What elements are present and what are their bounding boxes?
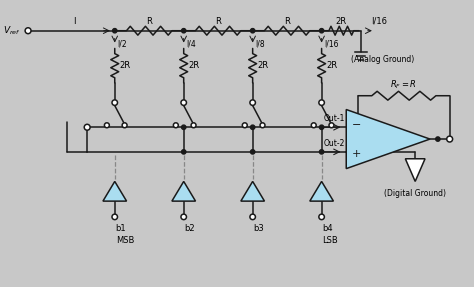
Circle shape	[113, 28, 117, 33]
Circle shape	[181, 100, 186, 105]
Text: I: I	[73, 17, 76, 26]
Circle shape	[319, 100, 324, 105]
Text: 2R: 2R	[119, 61, 131, 70]
Text: $R_F = R$: $R_F = R$	[391, 79, 417, 91]
Circle shape	[182, 150, 186, 154]
Text: 2R: 2R	[327, 61, 337, 70]
Circle shape	[250, 150, 255, 154]
Polygon shape	[172, 181, 196, 201]
Circle shape	[181, 214, 186, 220]
Circle shape	[319, 28, 324, 33]
Text: b4: b4	[323, 224, 333, 233]
Polygon shape	[103, 181, 127, 201]
Text: Out-2: Out-2	[324, 139, 345, 148]
Circle shape	[25, 28, 31, 34]
Text: b2: b2	[185, 224, 195, 233]
Circle shape	[319, 214, 324, 220]
Circle shape	[112, 100, 118, 105]
Text: I/16: I/16	[371, 17, 387, 26]
Text: +: +	[351, 149, 361, 159]
Text: R: R	[146, 17, 152, 26]
Text: b3: b3	[254, 224, 264, 233]
Text: R: R	[215, 17, 221, 26]
Polygon shape	[310, 181, 333, 201]
Text: I/16: I/16	[325, 40, 339, 49]
Circle shape	[182, 28, 186, 33]
Text: 2R: 2R	[336, 17, 347, 26]
Circle shape	[122, 123, 127, 128]
Circle shape	[250, 125, 255, 129]
Text: (Digital Ground): (Digital Ground)	[384, 189, 446, 198]
Text: I/4: I/4	[187, 40, 196, 49]
Circle shape	[319, 150, 324, 154]
Circle shape	[104, 123, 109, 128]
Circle shape	[112, 214, 118, 220]
Circle shape	[182, 125, 186, 129]
Circle shape	[250, 100, 255, 105]
Circle shape	[242, 123, 247, 128]
Text: 2R: 2R	[257, 61, 269, 70]
Text: 2R: 2R	[189, 61, 200, 70]
Circle shape	[447, 136, 453, 142]
Text: I/8: I/8	[255, 40, 265, 49]
Polygon shape	[346, 110, 430, 169]
Circle shape	[173, 123, 178, 128]
Text: LSB: LSB	[323, 236, 338, 245]
Circle shape	[250, 28, 255, 33]
Circle shape	[260, 123, 265, 128]
Text: −: −	[351, 120, 361, 130]
Text: b1: b1	[116, 224, 127, 233]
Circle shape	[84, 124, 90, 130]
Circle shape	[250, 214, 255, 220]
Circle shape	[329, 123, 334, 128]
Circle shape	[319, 125, 324, 129]
Text: R: R	[284, 17, 290, 26]
Circle shape	[436, 137, 440, 141]
Polygon shape	[405, 159, 425, 181]
Text: Out-1: Out-1	[324, 114, 345, 123]
Polygon shape	[241, 181, 264, 201]
Text: MSB: MSB	[116, 236, 134, 245]
Circle shape	[311, 123, 316, 128]
Text: I/2: I/2	[118, 40, 128, 49]
Circle shape	[191, 123, 196, 128]
Text: (Analog Ground): (Analog Ground)	[351, 55, 414, 64]
Text: $V_{ref}$: $V_{ref}$	[2, 24, 20, 37]
